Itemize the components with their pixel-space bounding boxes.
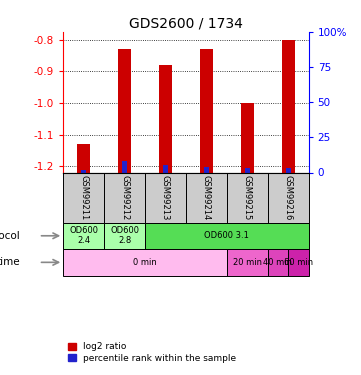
Bar [63, 249, 227, 276]
Bar [286, 168, 291, 172]
Bar [122, 161, 127, 172]
Text: 60 min: 60 min [284, 258, 313, 267]
Legend: log2 ratio, percentile rank within the sample: log2 ratio, percentile rank within the s… [68, 342, 236, 363]
Bar [159, 65, 172, 172]
Text: GSM99216: GSM99216 [284, 175, 293, 220]
Text: 20 min: 20 min [233, 258, 262, 267]
Text: 0 min: 0 min [133, 258, 157, 267]
Bar [241, 103, 254, 172]
Text: time: time [0, 257, 20, 267]
Bar [268, 172, 309, 222]
Bar [268, 249, 288, 276]
Bar [104, 222, 145, 249]
Bar [282, 40, 295, 172]
Text: GSM99215: GSM99215 [243, 175, 252, 220]
Text: OD600
2.8: OD600 2.8 [110, 226, 139, 246]
Bar [104, 172, 145, 222]
Bar [145, 172, 186, 222]
Bar [186, 172, 227, 222]
Bar [200, 49, 213, 172]
Text: 40 min: 40 min [264, 258, 292, 267]
Title: GDS2600 / 1734: GDS2600 / 1734 [129, 17, 243, 31]
Bar [163, 165, 168, 172]
Bar [204, 167, 209, 172]
Text: GSM99214: GSM99214 [202, 175, 211, 220]
Bar [77, 144, 90, 172]
Bar [145, 222, 309, 249]
Text: GSM99213: GSM99213 [161, 175, 170, 220]
Bar [118, 49, 131, 172]
Bar [63, 222, 104, 249]
Text: protocol: protocol [0, 231, 20, 241]
Bar [63, 172, 104, 222]
Text: GSM99211: GSM99211 [79, 175, 88, 220]
Bar [81, 170, 86, 172]
Bar [227, 249, 268, 276]
Text: OD600 3.1: OD600 3.1 [204, 231, 249, 240]
Bar [227, 172, 268, 222]
Bar [288, 249, 309, 276]
Text: OD600
2.4: OD600 2.4 [69, 226, 98, 246]
Text: GSM99212: GSM99212 [120, 175, 129, 220]
Bar [245, 168, 250, 172]
